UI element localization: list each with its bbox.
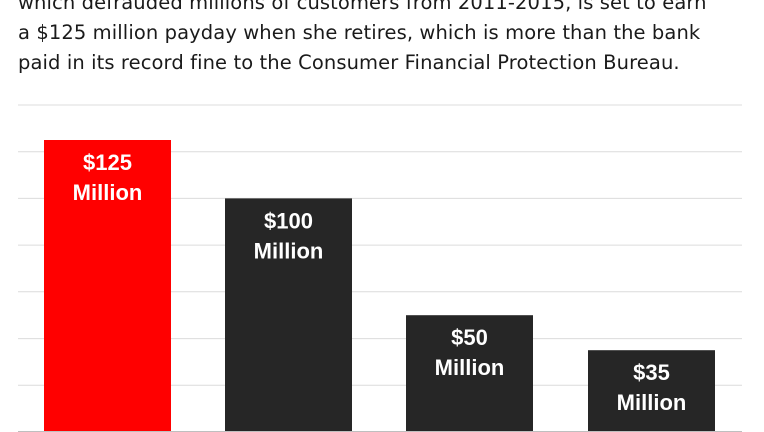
data-label: $50	[451, 325, 488, 350]
data-label: Million	[435, 355, 505, 380]
data-label: Million	[73, 180, 143, 205]
bar	[225, 198, 352, 432]
data-label: Million	[254, 238, 324, 263]
data-label: $100	[264, 208, 313, 233]
caption-line: paid in its record fine to the Consumer …	[18, 51, 680, 74]
caption-line: which defrauded millions of customers fr…	[18, 0, 707, 14]
bar	[44, 140, 171, 432]
data-label: $125	[83, 150, 132, 175]
bar	[588, 350, 715, 432]
data-label: $35	[633, 360, 670, 385]
data-label: Million	[617, 390, 687, 415]
caption-line: a $125 million payday when she retires, …	[18, 21, 701, 44]
caption-text: which defrauded millions of customers fr…	[18, 0, 758, 78]
bar	[406, 315, 533, 432]
